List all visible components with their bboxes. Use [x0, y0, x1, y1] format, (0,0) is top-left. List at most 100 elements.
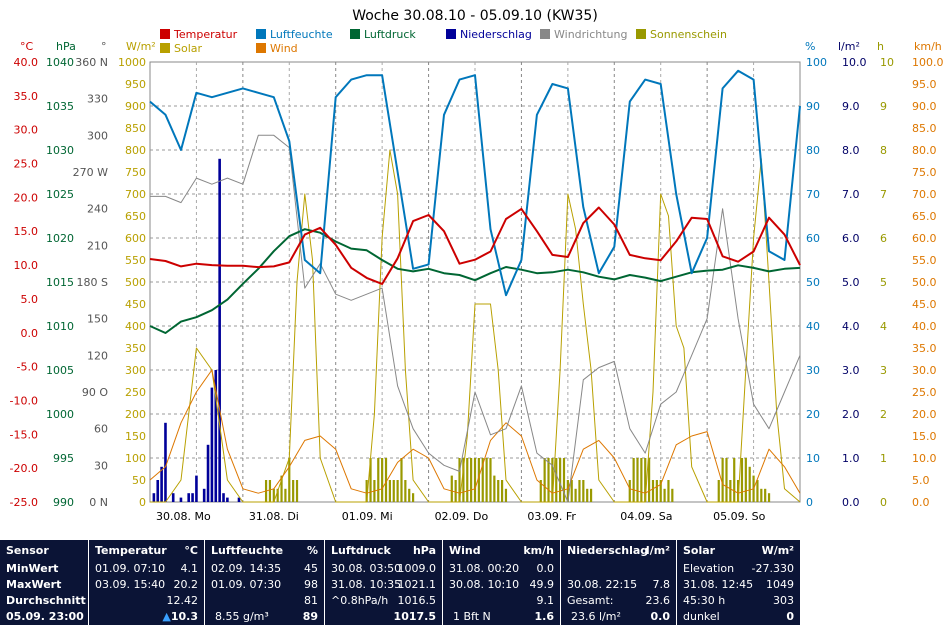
sunhours-tick-label: 0: [880, 496, 887, 509]
pressure-tick-label: 995: [53, 452, 74, 465]
solar-status: dunkel: [683, 610, 720, 623]
x-tick-label: 03.09. Fr: [527, 510, 576, 523]
wind-header: Wind: [449, 544, 481, 557]
temp-tick-label: -20.0: [10, 462, 38, 475]
wind-tick-label: 100.0: [912, 56, 944, 69]
temp-current: ▲10.3: [162, 610, 198, 623]
bar-sonnenschein: [562, 458, 566, 502]
legend-label: Wind: [270, 42, 298, 55]
temp-max-time: 03.09. 15:40: [95, 578, 166, 591]
bar-sonnenschein: [574, 488, 577, 502]
x-axis-labels: 30.08. Mo 31.08. Di 01.09. Mi 02.09. Do 03.0…: [156, 510, 766, 523]
temp-tick-label: 40.0: [14, 56, 39, 69]
bar-sonnenschein: [721, 458, 724, 502]
solar-tick-label: 0: [139, 496, 146, 509]
sunhours-tick-label: 5: [880, 276, 887, 289]
legend-swatch: [636, 29, 646, 39]
winddir-tick-label: 270 W: [73, 166, 108, 179]
humidity-tick-label: 100: [806, 56, 827, 69]
bar-sonnenschein: [582, 480, 585, 502]
stats-col-temperature: Temperatur °C 01.09. 07:10 4.1 03.09. 15…: [88, 540, 204, 625]
bar-sonnenschein: [292, 480, 295, 502]
bar-sonnenschein: [466, 458, 469, 502]
bar-sonnenschein: [450, 475, 453, 502]
bar-sonnenschein: [760, 488, 763, 502]
bar-sonnenschein: [586, 488, 589, 502]
rain-tick-label: 1.0: [842, 452, 860, 465]
bar-sonnenschein: [640, 458, 643, 502]
bar-niederschlag: [191, 493, 194, 502]
bar-sonnenschein: [473, 458, 477, 502]
solar-tick-label: 400: [125, 320, 146, 333]
wind-tick-label: 15.0: [912, 430, 937, 443]
wind-tick-label: 45.0: [912, 298, 937, 311]
temp-tick-label: 5.0: [21, 293, 39, 306]
current-timestamp: 05.09. 23:00: [6, 610, 84, 623]
pressure-tick-label: 990: [53, 496, 74, 509]
statistics-panel: Sensor MinWert MaxWert Durchschnitt 05.0…: [0, 540, 950, 625]
temp-min-time: 01.09. 07:10: [95, 562, 166, 575]
pressure-tick-label: 1040: [46, 56, 74, 69]
rain-tick-label: 8.0: [842, 144, 860, 157]
humidity-tick-label: 90: [806, 100, 820, 113]
hum-min-val: 45: [304, 562, 318, 575]
winddir-tick-label: 210: [87, 239, 108, 252]
humidity-unit-label: %: [805, 40, 815, 53]
bar-sonnenschein: [636, 458, 639, 502]
axis-units: °C hPa ° W/m²% l/m² h km/h: [20, 40, 942, 53]
bar-sonnenschein: [744, 458, 747, 502]
line-wind: [149, 369, 801, 494]
rain-current: 0.0: [650, 610, 671, 623]
bar-sonnenschein: [551, 458, 554, 502]
bar-sonnenschein: [477, 458, 480, 502]
legend-swatch: [540, 29, 550, 39]
bar-sonnenschein: [628, 480, 631, 502]
solar-max-time: 31.08. 12:45: [683, 578, 754, 591]
bar-sonnenschein: [671, 488, 674, 502]
solar-tick-label: 600: [125, 232, 146, 245]
rain-tick-label: 10.0: [842, 56, 867, 69]
legend-label: Windrichtung: [554, 28, 627, 41]
wind-tick-label: 70.0: [912, 188, 937, 201]
temp-tick-label: 35.0: [14, 90, 39, 103]
wind-tick-label: 0.0: [912, 496, 930, 509]
sunhours-tick-label: 8: [880, 144, 887, 157]
solar-tick-label: 700: [125, 188, 146, 201]
hum-unit: %: [306, 544, 318, 557]
bar-niederschlag: [222, 493, 225, 502]
sunhours-tick-label: 3: [880, 364, 887, 377]
wind-tick-label: 40.0: [912, 320, 937, 333]
solar-tick-label: 650: [125, 210, 146, 223]
bar-sonnenschein: [570, 480, 573, 502]
pressure-tick-label: 1020: [46, 232, 74, 245]
temp-tick-label: -25.0: [10, 496, 38, 509]
press-max-val: 1021.1: [397, 578, 437, 591]
solar-current: 0: [786, 610, 794, 623]
press-current: 1017.5: [393, 610, 436, 623]
solar-tick-label: 250: [125, 386, 146, 399]
legend-swatch: [256, 43, 266, 53]
sunhours-tick-label: 6: [880, 232, 887, 245]
bar-sonnenschein: [566, 480, 569, 502]
legend-swatch: [160, 43, 170, 53]
winddir-tick-label: 30: [94, 459, 108, 472]
bar-sonnenschein: [369, 458, 372, 502]
pressure-tick-label: 1000: [46, 408, 74, 421]
pressure-tick-label: 1030: [46, 144, 74, 157]
legend-label: Niederschlag: [460, 28, 532, 41]
temp-tick-label: 25.0: [14, 158, 39, 171]
wind-tick-label: 65.0: [912, 210, 937, 223]
bar-sonnenschein: [589, 488, 593, 502]
bar-sonnenschein: [733, 458, 736, 502]
humidity-tick-label: 50: [806, 276, 820, 289]
bar-sonnenschein: [485, 458, 488, 502]
wind-tick-label: 35.0: [912, 342, 937, 355]
rain-unit-label: l/m²: [838, 40, 860, 53]
bar-sonnenschein: [268, 480, 272, 502]
winddir-tick-label: 90 O: [82, 386, 108, 399]
bar-sonnenschein: [381, 458, 384, 502]
wind-min-time: 31.08. 00:20: [449, 562, 520, 575]
wind-tick-label: 25.0: [912, 386, 937, 399]
legend-label: Luftfeuchte: [270, 28, 333, 41]
wind-bft: 1 Bft N: [453, 610, 491, 623]
